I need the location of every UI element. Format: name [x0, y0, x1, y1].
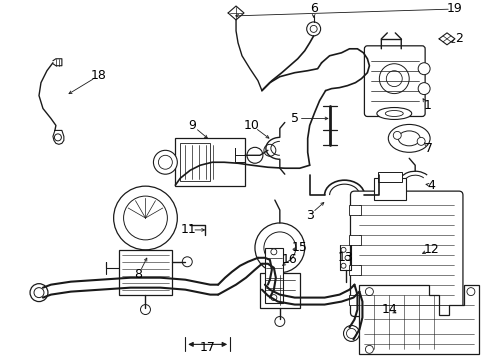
Circle shape	[417, 63, 429, 75]
Circle shape	[254, 223, 304, 273]
FancyBboxPatch shape	[364, 46, 424, 117]
Circle shape	[340, 263, 346, 268]
Circle shape	[30, 284, 48, 302]
Circle shape	[113, 186, 177, 250]
Ellipse shape	[385, 111, 403, 117]
Bar	[349, 294, 361, 305]
Circle shape	[345, 255, 349, 260]
Text: 6: 6	[309, 3, 317, 15]
Text: 17: 17	[199, 341, 215, 354]
Circle shape	[365, 288, 373, 296]
Bar	[349, 205, 361, 215]
Text: 5: 5	[290, 112, 298, 125]
Circle shape	[416, 138, 424, 145]
Circle shape	[264, 144, 275, 156]
Circle shape	[309, 26, 317, 32]
Circle shape	[54, 134, 61, 141]
Circle shape	[158, 155, 172, 169]
Circle shape	[246, 147, 263, 163]
Circle shape	[392, 131, 401, 139]
Circle shape	[274, 316, 284, 327]
Text: 4: 4	[427, 179, 434, 192]
Text: 15: 15	[291, 241, 307, 255]
FancyBboxPatch shape	[350, 191, 462, 316]
Text: 3: 3	[305, 208, 313, 221]
Polygon shape	[359, 285, 478, 354]
Circle shape	[182, 257, 192, 267]
Circle shape	[386, 71, 402, 87]
Bar	[260, 273, 299, 307]
Circle shape	[153, 150, 177, 174]
Bar	[384, 310, 413, 319]
Text: 9: 9	[188, 119, 196, 132]
Ellipse shape	[376, 108, 411, 120]
Text: 10: 10	[244, 119, 259, 132]
Ellipse shape	[387, 125, 429, 152]
Circle shape	[340, 247, 346, 252]
Text: 12: 12	[422, 243, 438, 256]
Circle shape	[394, 311, 403, 319]
Bar	[264, 248, 282, 302]
Text: 7: 7	[424, 142, 432, 155]
Text: 13: 13	[337, 251, 353, 264]
Text: 2: 2	[454, 32, 462, 45]
Circle shape	[34, 288, 44, 298]
Bar	[349, 235, 361, 245]
Ellipse shape	[397, 131, 419, 146]
Circle shape	[306, 22, 320, 36]
Circle shape	[343, 325, 359, 341]
Bar	[349, 265, 361, 275]
Circle shape	[140, 305, 150, 315]
Text: 8: 8	[134, 268, 142, 281]
Circle shape	[379, 64, 408, 94]
Circle shape	[270, 249, 276, 255]
Circle shape	[365, 345, 373, 353]
Bar	[175, 138, 244, 186]
Circle shape	[270, 294, 276, 301]
Bar	[374, 178, 406, 200]
Text: 19: 19	[446, 3, 462, 15]
Text: 14: 14	[381, 303, 396, 316]
Circle shape	[123, 196, 167, 240]
Circle shape	[417, 83, 429, 95]
Text: 1: 1	[422, 99, 430, 112]
Text: 11: 11	[180, 224, 196, 237]
Circle shape	[346, 328, 356, 338]
Bar	[180, 143, 210, 181]
Text: 16: 16	[281, 253, 297, 266]
Text: 18: 18	[91, 69, 106, 82]
Circle shape	[264, 232, 295, 264]
Circle shape	[466, 288, 474, 296]
Bar	[378, 172, 402, 182]
Bar	[119, 250, 172, 294]
